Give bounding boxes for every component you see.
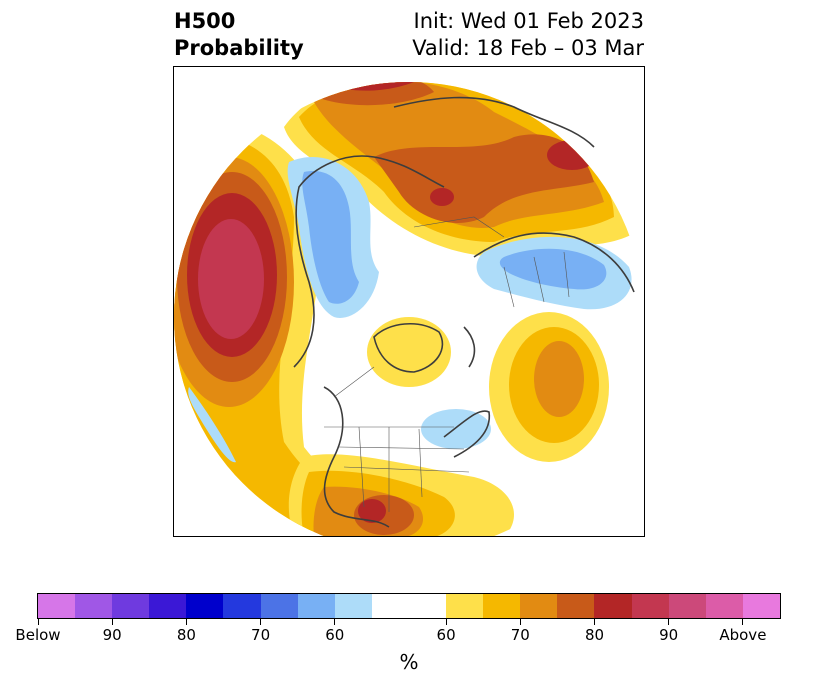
- colorbar-segment: [705, 594, 743, 618]
- anomaly-shading: [174, 82, 644, 536]
- chart-title: H500 Probability: [174, 8, 304, 62]
- title-line-2: Probability: [174, 36, 304, 60]
- colorbar-segment: [223, 594, 261, 618]
- colorbar-segment: [483, 594, 521, 618]
- colorbar-segment: [186, 594, 224, 618]
- colorbar-tick: [111, 619, 113, 625]
- colorbar-segment: [149, 594, 187, 618]
- colorbar-tick: [37, 619, 39, 625]
- colorbar-tick: [260, 619, 262, 625]
- colorbar-tick: [334, 619, 336, 625]
- colorbar-segment: [631, 594, 669, 618]
- colorbar-tick-label: 80: [584, 626, 605, 644]
- colorbar-segment: [297, 594, 335, 618]
- colorbar-tick-label: Above: [719, 626, 767, 644]
- colorbar-tick-label: 80: [176, 626, 196, 644]
- colorbar-segment: [446, 594, 484, 618]
- colorbar-segment: [38, 594, 76, 618]
- colorbar-tick-label: 90: [659, 626, 679, 644]
- colorbar-segment: [112, 594, 150, 618]
- colorbar-tick-label: 70: [510, 626, 530, 644]
- colorbar-tick-label: 70: [251, 626, 271, 644]
- colorbar-tick: [445, 619, 447, 625]
- colorbar-segment: [334, 594, 372, 618]
- colorbar-tick: [742, 619, 744, 625]
- init-date: Init: Wed 01 Feb 2023: [413, 9, 644, 33]
- colorbar-tick-label: 90: [102, 626, 122, 644]
- colorbar-segment: [742, 594, 780, 618]
- colorbar-tick-label: Below: [15, 626, 61, 644]
- colorbar-tick-label: 60: [436, 626, 456, 644]
- colorbar-segment: [260, 594, 298, 618]
- colorbar-unit-label: %: [399, 650, 419, 674]
- colorbar-segment: [594, 594, 632, 618]
- colorbar-segment: [371, 594, 447, 618]
- colorbar-tick: [594, 619, 595, 625]
- valid-range: Valid: 18 Feb – 03 Mar: [412, 36, 644, 60]
- colorbar-segment: [668, 594, 706, 618]
- colorbar-segment: [75, 594, 113, 618]
- colorbar-segment: [520, 594, 558, 618]
- colorbar-tick: [519, 619, 521, 625]
- title-line-1: H500: [174, 9, 236, 33]
- colorbar-segment: [557, 594, 595, 618]
- map-svg: [174, 82, 644, 536]
- colorbar-tick: [185, 619, 187, 625]
- probability-map: [173, 66, 645, 537]
- colorbar-tick-label: 60: [325, 626, 345, 644]
- coastlines: [293, 96, 635, 528]
- colorbar: [37, 593, 781, 619]
- borders: [324, 216, 570, 512]
- forecast-dates: Init: Wed 01 Feb 2023 Valid: 18 Feb – 03…: [412, 8, 644, 62]
- colorbar-tick: [668, 619, 670, 625]
